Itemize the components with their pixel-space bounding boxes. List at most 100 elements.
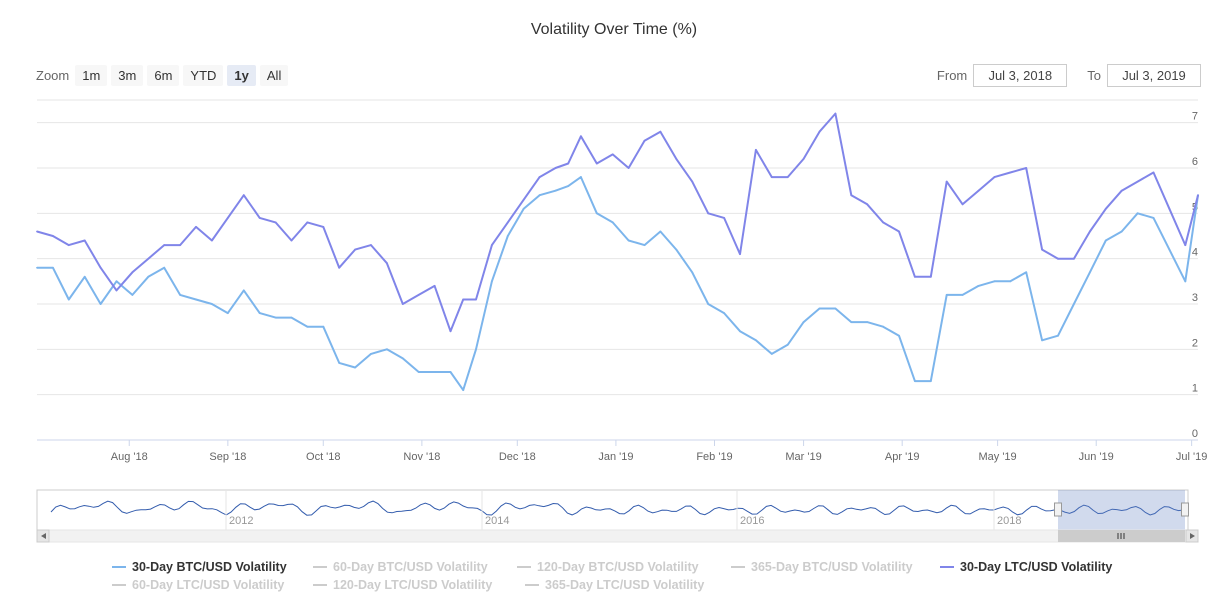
- chevron-left-icon: [41, 533, 46, 539]
- data-point-btc: [1057, 334, 1059, 337]
- chevron-right-icon: [1190, 533, 1195, 539]
- data-point-ltc: [977, 189, 980, 192]
- navigator-year-label: 2016: [740, 515, 764, 527]
- to-date-input[interactable]: Jul 3, 2019: [1107, 64, 1201, 87]
- data-point-ltc: [1136, 180, 1139, 183]
- x-tick-label: Nov '18: [403, 451, 440, 463]
- data-point-ltc: [691, 180, 694, 183]
- legend-line-icon: [731, 566, 745, 568]
- data-point-btc: [595, 212, 598, 215]
- data-point-btc: [179, 294, 182, 296]
- data-point-ltc: [354, 248, 356, 251]
- data-point-btc: [67, 298, 70, 301]
- data-point-btc: [462, 389, 465, 392]
- x-tick-label: Oct '18: [306, 451, 341, 463]
- data-point-btc: [977, 284, 980, 287]
- data-point-ltc: [1168, 207, 1171, 210]
- data-point-btc: [538, 194, 541, 197]
- legend-item[interactable]: 120-Day LTC/USD Volatility: [313, 578, 492, 592]
- zoom-button-1m[interactable]: 1m: [75, 64, 108, 86]
- y-tick-label: 6: [1192, 156, 1198, 168]
- legend-item[interactable]: 60-Day BTC/USD Volatility: [313, 560, 488, 574]
- data-point-ltc: [611, 153, 614, 156]
- zoom-button-3m[interactable]: 3m: [111, 64, 144, 86]
- data-point-btc: [1041, 339, 1044, 342]
- y-tick-label: 0: [1192, 428, 1198, 440]
- data-point-btc: [306, 325, 309, 328]
- data-point-ltc: [147, 257, 150, 260]
- data-point-ltc: [1197, 194, 1199, 197]
- data-point-btc: [1120, 230, 1123, 233]
- legend-line-icon: [112, 584, 126, 586]
- data-point-btc: [417, 371, 420, 373]
- data-point-btc: [52, 266, 54, 269]
- data-point-ltc: [723, 216, 725, 219]
- data-point-btc: [36, 266, 38, 269]
- data-point-btc: [580, 176, 582, 178]
- legend-item[interactable]: 30-Day BTC/USD Volatility: [112, 560, 287, 574]
- zoom-button-6m[interactable]: 6m: [147, 64, 180, 86]
- legend-item[interactable]: 60-Day LTC/USD Volatility: [112, 578, 284, 592]
- data-point-ltc: [786, 176, 789, 178]
- legend-item[interactable]: 365-Day BTC/USD Volatility: [731, 560, 913, 574]
- data-point-ltc: [131, 271, 134, 274]
- x-tick-label: Dec '18: [499, 451, 536, 463]
- legend-line-icon: [313, 566, 327, 568]
- data-point-btc: [131, 294, 134, 296]
- x-tick-label: Jul '19: [1176, 451, 1207, 463]
- data-point-ltc: [1184, 244, 1187, 246]
- zoom-button-ytd[interactable]: YTD: [183, 64, 224, 86]
- data-point-btc: [627, 239, 630, 242]
- navigator-left-handle[interactable]: [1054, 502, 1062, 517]
- data-point-ltc: [945, 180, 948, 183]
- data-point-ltc: [659, 130, 662, 133]
- legend-item[interactable]: 120-Day BTC/USD Volatility: [517, 560, 699, 574]
- data-point-btc: [1184, 280, 1187, 283]
- data-point-ltc: [83, 239, 86, 242]
- data-point-btc: [770, 352, 773, 355]
- data-point-ltc: [52, 235, 54, 237]
- navigator-year-label: 2018: [997, 515, 1021, 527]
- data-point-ltc: [1041, 248, 1044, 251]
- legend-item-label: 365-Day BTC/USD Volatility: [751, 560, 913, 574]
- x-tick-label: May '19: [979, 451, 1017, 463]
- data-point-ltc: [627, 167, 630, 169]
- data-point-ltc: [36, 230, 38, 233]
- data-point-btc: [115, 280, 118, 283]
- scrollbar-track[interactable]: [36, 529, 1199, 543]
- data-point-ltc: [67, 244, 70, 246]
- navigator-selected-range: [1058, 490, 1185, 530]
- zoom-button-all[interactable]: All: [259, 64, 289, 86]
- series-line-ltc-30d: [36, 112, 1199, 333]
- legend-item-label: 120-Day BTC/USD Volatility: [537, 560, 699, 574]
- data-point-btc: [691, 271, 694, 274]
- data-point-btc: [993, 280, 996, 283]
- from-date-input[interactable]: Jul 3, 2018: [973, 64, 1068, 87]
- data-point-btc: [554, 189, 557, 192]
- to-label: To: [1087, 68, 1101, 83]
- data-point-btc: [522, 207, 525, 210]
- data-point-btc: [506, 235, 509, 237]
- data-point-btc: [433, 371, 436, 373]
- data-point-ltc: [1088, 230, 1091, 233]
- legend-item[interactable]: 365-Day LTC/USD Volatility: [525, 578, 704, 592]
- data-point-ltc: [522, 198, 525, 201]
- data-point-ltc: [449, 330, 452, 333]
- legend-item[interactable]: 30-Day LTC/USD Volatility: [940, 560, 1112, 574]
- data-point-ltc: [195, 226, 197, 228]
- data-point-ltc: [99, 266, 102, 269]
- data-point-ltc: [834, 112, 837, 115]
- zoom-button-1y[interactable]: 1y: [227, 64, 256, 86]
- legend-line-icon: [525, 584, 539, 586]
- data-point-btc: [818, 307, 821, 310]
- data-point-ltc: [226, 216, 229, 219]
- data-point-btc: [898, 334, 900, 337]
- data-point-btc: [882, 325, 884, 328]
- data-point-btc: [675, 248, 678, 251]
- navigator-right-handle[interactable]: [1181, 502, 1189, 517]
- data-point-ltc: [1009, 171, 1012, 174]
- data-point-ltc: [882, 221, 884, 224]
- data-point-btc: [490, 280, 493, 283]
- legend-line-icon: [313, 584, 327, 586]
- data-point-ltc: [179, 244, 182, 246]
